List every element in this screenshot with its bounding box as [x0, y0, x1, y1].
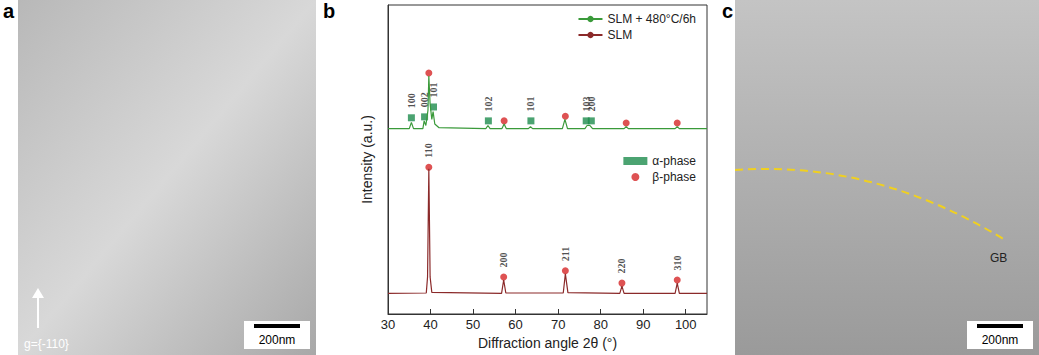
svg-text:101: 101	[525, 96, 536, 111]
svg-text:101: 101	[428, 82, 439, 98]
svg-text:200nm: 200nm	[982, 333, 1019, 347]
svg-text:110: 110	[423, 143, 434, 157]
svg-text:SLM + 480°C/6h: SLM + 480°C/6h	[607, 12, 696, 26]
svg-text:g={-110}: g={-110}	[24, 337, 69, 351]
html-text:c: c	[722, 0, 734, 22]
svg-text:40: 40	[423, 317, 437, 332]
svg-text:002: 002	[419, 92, 431, 108]
svg-text:70: 70	[551, 317, 565, 332]
svg-text:30: 30	[381, 317, 395, 332]
svg-text:Intensity (a.u.): Intensity (a.u.)	[359, 115, 375, 204]
svg-text:200nm: 200nm	[259, 333, 296, 347]
html-text:b: b	[323, 0, 336, 22]
svg-text:Diffraction angle 2θ (°): Diffraction angle 2θ (°)	[478, 335, 617, 351]
svg-text:100: 100	[675, 317, 697, 332]
svg-text:211: 211	[560, 247, 571, 261]
svg-text:310: 310	[672, 256, 683, 271]
svg-text:50: 50	[466, 317, 480, 332]
svg-text:60: 60	[508, 317, 522, 332]
html-text:a: a	[3, 0, 15, 22]
svg-text:100: 100	[406, 93, 417, 108]
svg-text:102: 102	[483, 96, 494, 111]
svg-text:β-phase: β-phase	[652, 170, 696, 184]
svg-text:200: 200	[586, 96, 597, 111]
svg-text:90: 90	[636, 317, 650, 332]
svg-text:200: 200	[498, 252, 509, 267]
svg-text:α-phase: α-phase	[652, 154, 696, 168]
svg-text:SLM: SLM	[607, 28, 632, 42]
svg-text:220: 220	[616, 259, 627, 274]
svg-text:80: 80	[593, 317, 607, 332]
svg-text:GB: GB	[990, 251, 1007, 265]
